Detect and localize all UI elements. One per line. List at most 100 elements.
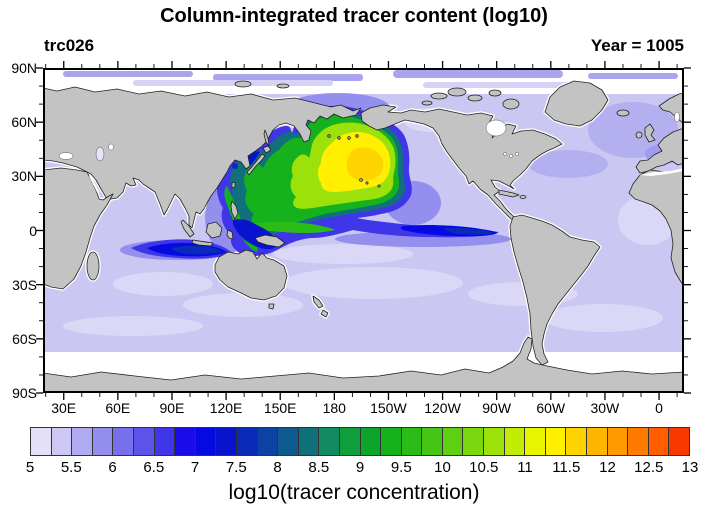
lon-tick-label: 150E [263, 400, 297, 416]
land-hawaii [359, 178, 381, 188]
land-aleutians [327, 134, 359, 140]
lon-tick-label: 60W [536, 400, 566, 416]
caspian-sea [95, 146, 105, 162]
colorbar-cell [339, 428, 361, 455]
colorbar-tick-label: 11.5 [552, 459, 581, 476]
colorbar-cell [133, 428, 155, 455]
land-sakhalin [263, 129, 270, 147]
land-java [191, 239, 214, 247]
land-sulawesi [226, 229, 234, 240]
land-australia [214, 249, 288, 301]
lon-tick-label: 90E [159, 400, 185, 416]
lon-tick-label: 90W [482, 400, 512, 416]
colorbar-cell [566, 428, 588, 455]
colorbar-cell [319, 428, 340, 455]
colorbar-tick-label: 8.5 [308, 459, 330, 476]
land-iceland [616, 109, 630, 117]
land-madagascar [86, 251, 100, 281]
lat-tick-label: 0 [29, 222, 37, 239]
colorbar-cell [607, 428, 629, 455]
equator-east-core [443, 227, 494, 235]
lakes [58, 111, 684, 193]
colorbar-cell [195, 428, 217, 455]
colorbar-tick-label: 5.5 [60, 459, 82, 476]
lon-tick-label: 120E [209, 400, 243, 416]
colorbar-tick-label: 5 [25, 459, 35, 476]
colorbar-cell [278, 428, 299, 455]
lat-tick-label: 60N [11, 114, 37, 131]
land-cuba [498, 189, 520, 198]
colorbar-cell [401, 428, 423, 455]
lon-tick-label: 120W [424, 400, 461, 416]
lat-tick-label: 90S [12, 385, 37, 401]
colorbar-cell [422, 428, 443, 455]
land-sumatra [180, 219, 195, 238]
lat-tick-label: 30N [11, 168, 37, 185]
lat-tick-label: 30S [12, 276, 37, 293]
colorbar-tick-label: 9.5 [390, 459, 412, 476]
map-frame [43, 68, 684, 393]
colorbar-tick-label: 10 [434, 459, 451, 476]
land-eurasia [43, 86, 362, 229]
yellow-sea-dark [232, 163, 238, 169]
world-map [43, 68, 684, 393]
land-hispaniola [519, 195, 527, 199]
colorbar-tick-label: 6 [108, 459, 117, 476]
colorbar-cell [587, 428, 608, 455]
equator-green-segment [246, 221, 335, 234]
colorbar-cell [442, 428, 464, 455]
mediterranean-sea [639, 168, 684, 176]
colorbar-cell [216, 428, 237, 455]
tracer-id-label: trc026 [44, 36, 95, 55]
land-south-america [509, 214, 601, 366]
land [43, 80, 684, 393]
colorbar-tick-label: 10.5 [469, 459, 499, 476]
lon-tick-label: 30W [590, 400, 620, 416]
colorbar-cell [154, 428, 176, 455]
colorbar-cell [463, 428, 485, 455]
colorbar-cell [504, 428, 526, 455]
colorbar-tick-label: 7 [190, 459, 200, 476]
plume-golden-core [346, 147, 384, 181]
land-japan [246, 153, 266, 176]
colorbar-tick-label: 12.5 [634, 459, 664, 476]
lon-tick-label: 180 [322, 400, 346, 416]
lon-tick-label: 30E [51, 400, 77, 416]
colorbar-tick-label: 7.5 [225, 459, 247, 476]
colorbar-title: log10(tracer concentration) [228, 481, 480, 504]
lon-tick-label: 0 [655, 400, 663, 416]
colorbar-cell [484, 428, 505, 455]
land-ireland [635, 131, 643, 139]
colorbar-cell [31, 428, 52, 455]
colorbar-cell [51, 428, 73, 455]
colorbar-cell [113, 428, 134, 455]
land-uk [644, 123, 656, 143]
colorbar-tick-label: 9 [355, 459, 365, 476]
colorbar-cell [92, 428, 114, 455]
indian-streak-core [171, 245, 222, 255]
land-antarctica [43, 336, 684, 393]
colorbar-tick-label: 6.5 [143, 459, 165, 476]
land-north-america [360, 104, 563, 220]
colorbar-tick-label: 8 [273, 459, 282, 476]
colorbar-cell [648, 428, 670, 455]
colorbar-cell [545, 428, 567, 455]
land-borneo [205, 221, 223, 239]
colorbar-cell [669, 428, 689, 455]
lat-tick-label: 60S [12, 330, 37, 347]
land-arctic-islands [234, 80, 520, 110]
black-sea [58, 152, 74, 160]
colorbar-tick-label: 13 [681, 459, 699, 476]
colorbar-cell [525, 428, 546, 455]
plot-title: Column-integrated tracer content (log10) [160, 5, 548, 27]
colorbar-cell [72, 428, 93, 455]
land-africa-right-edge [628, 169, 684, 287]
land-philippines [230, 200, 239, 220]
hudson-bay [485, 119, 507, 137]
land-tasmania [268, 303, 275, 310]
colorbar-tick-label: 11 [517, 459, 533, 476]
tracer-plume [120, 93, 511, 260]
lat-tick-label: 90N [11, 60, 37, 76]
baltic-sea [674, 111, 680, 123]
land-new-zealand [312, 295, 329, 318]
